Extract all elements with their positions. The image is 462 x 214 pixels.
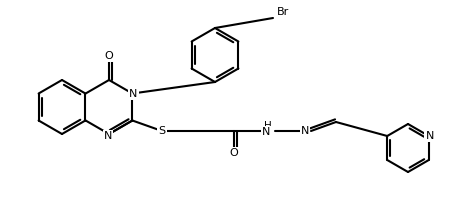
Text: N: N — [129, 89, 138, 98]
Text: N: N — [301, 126, 309, 136]
Text: H: H — [264, 121, 272, 131]
Text: N: N — [262, 127, 270, 137]
Text: N: N — [104, 131, 112, 141]
Text: Br: Br — [277, 7, 289, 17]
Text: O: O — [104, 51, 113, 61]
Text: S: S — [158, 126, 165, 136]
Text: O: O — [230, 148, 238, 158]
Text: N: N — [426, 131, 434, 141]
